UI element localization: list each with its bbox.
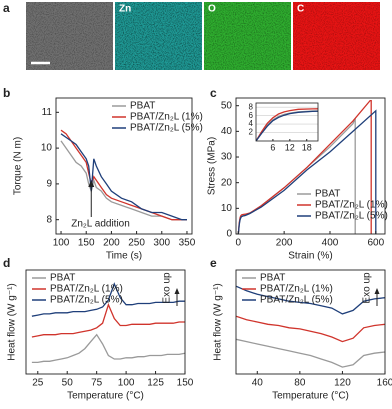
panel-label: c: [210, 86, 217, 100]
x-tick-label: 75: [91, 378, 103, 389]
x-tick-label: 150: [177, 378, 194, 389]
legend-label: PBAT/Zn₂L (1%): [50, 284, 123, 295]
x-tick-label: 200: [103, 238, 120, 249]
map-label: C: [297, 4, 304, 15]
panel-label: a: [3, 1, 10, 15]
x-tick-label: 50: [62, 378, 74, 389]
sem-image: [26, 2, 113, 70]
x-tick-label: 600: [367, 238, 384, 249]
x-axis-label: Time (s): [106, 251, 142, 262]
annotation: Exo up: [362, 272, 373, 304]
x-tick-label: 160: [377, 378, 392, 389]
series-line: [31, 282, 185, 317]
x-tick-label: 100: [118, 378, 135, 389]
plot-frame: [235, 269, 386, 375]
y-tick-label: 50: [221, 100, 233, 111]
legend-label: PBAT/Zn₂L (5%): [315, 211, 388, 222]
annotation: Zn₂L addition: [71, 219, 130, 230]
inset-x-tick-label: 12: [285, 142, 295, 152]
x-tick-label: 200: [276, 238, 293, 249]
legend-label: PBAT: [50, 273, 75, 284]
arrow-head: [88, 180, 95, 187]
inset-y-tick-label: 2: [249, 128, 254, 137]
c-map: C: [293, 2, 380, 70]
x-tick-label: 400: [322, 238, 339, 249]
y-tick-label: 11: [42, 107, 53, 118]
legend-label: PBAT/Zn₂L (5%): [260, 295, 333, 306]
series-line: [31, 333, 185, 364]
legend-label: PBAT/Zn₂L (1%): [315, 200, 388, 211]
panel-label: b: [3, 86, 10, 100]
o-map: O: [204, 2, 291, 70]
y-tick-label: 0: [226, 229, 232, 240]
arrow-head: [174, 288, 180, 294]
inset-y-tick-label: 6: [249, 111, 254, 120]
y-tick-label: 40: [221, 126, 233, 137]
plot-frame: [55, 97, 193, 235]
series-line: [256, 108, 318, 141]
y-tick-label: 30: [221, 152, 233, 163]
y-axis-label: Heat flow (W g⁻¹): [7, 283, 18, 361]
inset-y-tick-label: 8: [249, 102, 254, 111]
legend-label: PBAT/Zn₂L (5%): [130, 123, 203, 134]
map-label: Zn: [119, 4, 131, 15]
series-line: [236, 315, 385, 343]
x-axis-label: Strain (%): [288, 251, 332, 262]
series-line: [237, 109, 377, 234]
legend-label: PBAT/Zn₂L (1%): [130, 112, 203, 123]
map-label: O: [208, 4, 216, 15]
y-tick-label: 10: [221, 203, 233, 214]
x-tick-label: 250: [128, 238, 145, 249]
x-tick-label: 300: [153, 238, 170, 249]
y-tick-label: 8: [46, 214, 52, 225]
series-line: [60, 129, 187, 221]
x-tick-label: 80: [294, 378, 306, 389]
plot-frame: [235, 97, 386, 235]
y-tick-label: 20: [221, 177, 233, 188]
series-line: [236, 285, 385, 315]
x-tick-label: 40: [252, 378, 264, 389]
y-axis-label: Heat flow (W g⁻¹): [213, 283, 224, 361]
panel-label: d: [3, 256, 10, 270]
plot-frame: [25, 269, 186, 375]
x-tick-label: 150: [78, 238, 95, 249]
x-tick-label: 125: [147, 378, 164, 389]
inset-frame: [255, 102, 319, 142]
inset-x-tick-label: 6: [270, 142, 275, 152]
x-tick-label: 350: [179, 238, 196, 249]
series-line: [60, 133, 187, 221]
annotation: Exo up: [162, 272, 173, 304]
panel-label: e: [210, 256, 217, 270]
x-axis-label: Temperature (°C): [272, 391, 349, 402]
x-tick-label: 25: [32, 378, 44, 389]
y-tick-label: 10: [41, 143, 53, 154]
x-tick-label: 120: [334, 378, 351, 389]
y-tick-label: 9: [46, 179, 52, 190]
inset-x-tick-label: 18: [302, 142, 312, 152]
zn-map: Zn: [115, 2, 202, 70]
y-axis-label: Torque (N m): [13, 137, 24, 195]
series-line: [31, 302, 185, 338]
series-line: [236, 338, 385, 368]
legend-label: PBAT/Zn₂L (1%): [260, 284, 333, 295]
legend-label: PBAT: [315, 189, 340, 200]
legend-label: PBAT: [260, 273, 285, 284]
legend-label: PBAT: [130, 101, 155, 112]
series-line: [60, 140, 187, 221]
inset-y-tick-label: 4: [249, 119, 254, 128]
x-tick-label: 100: [53, 238, 70, 249]
legend-label: PBAT/Zn₂L (5%): [50, 295, 123, 306]
arrow-head: [374, 288, 380, 294]
series-line: [256, 110, 318, 141]
y-axis-label: Stress (MPa): [207, 137, 218, 195]
x-tick-label: 0: [236, 238, 242, 249]
x-axis-label: Temperature (°C): [67, 391, 144, 402]
